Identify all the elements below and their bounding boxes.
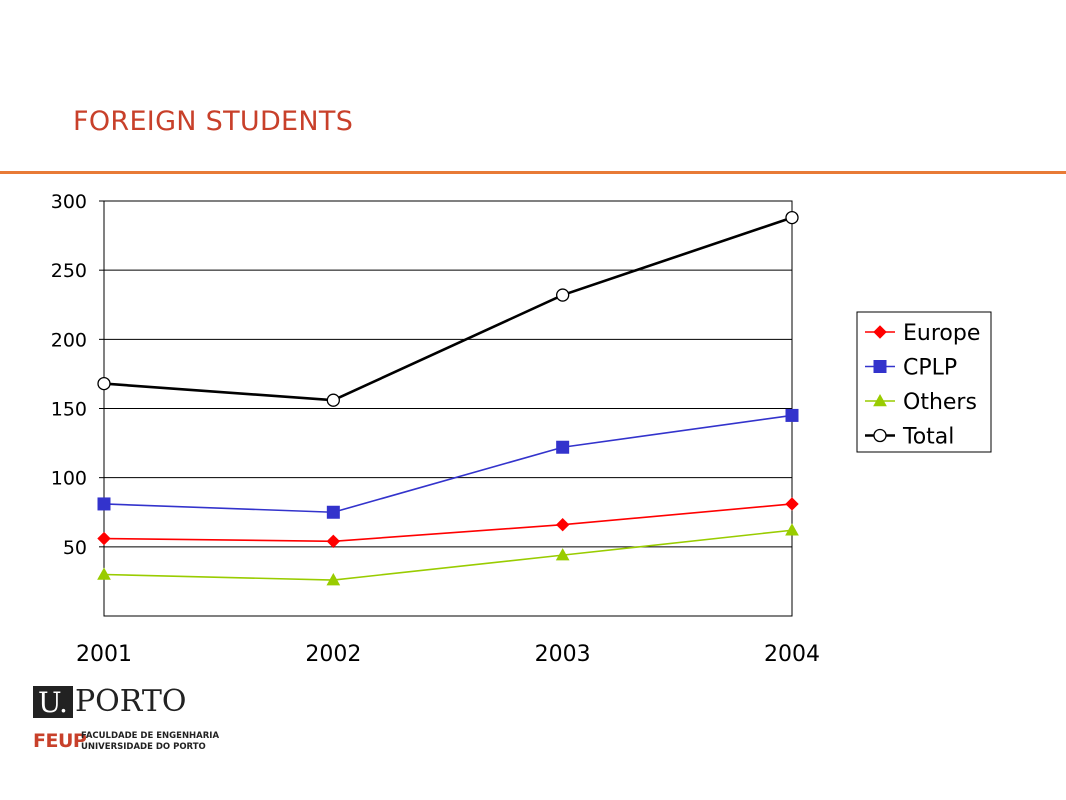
- legend-label-cplp: CPLP: [903, 356, 957, 381]
- series-line-cplp: [103, 414, 793, 514]
- legend-label-total: Total: [902, 425, 954, 450]
- x-tick-label: 2003: [535, 642, 591, 667]
- data-point-europe: [97, 531, 111, 546]
- data-point-others: [785, 523, 799, 536]
- x-tick-label: 2004: [764, 642, 820, 667]
- series-line-europe: [103, 503, 793, 543]
- data-point-others: [326, 573, 341, 586]
- page-title: FOREIGN STUDENTS: [73, 106, 354, 137]
- data-point-total: [785, 210, 799, 225]
- series-europe: [97, 497, 799, 549]
- y-tick-label: 150: [51, 399, 87, 421]
- feup-faculty-line1: FACULDADE DE ENGENHARIA: [81, 731, 220, 741]
- data-point-cplp: [326, 505, 340, 519]
- y-tick-label: 250: [51, 260, 87, 282]
- legend: Europe CPLP Others Total: [856, 311, 992, 453]
- data-point-cplp: [97, 497, 111, 511]
- y-tick-label: 200: [51, 329, 87, 351]
- data-point-others: [97, 567, 111, 580]
- legend-marker-europe: [873, 325, 887, 339]
- series-cplp: [97, 408, 799, 519]
- data-point-europe: [326, 534, 341, 549]
- data-point-total: [326, 393, 340, 407]
- legend-label-europe: Europe: [903, 321, 980, 346]
- y-tick-label: 100: [51, 468, 87, 490]
- x-tick-label: 2001: [76, 642, 132, 667]
- legend-marker-total: [873, 428, 887, 443]
- series-others: [97, 523, 799, 586]
- uporto-u-mark: U.: [33, 686, 73, 719]
- data-point-cplp: [556, 440, 570, 454]
- legend-marker-cplp: [873, 360, 887, 373]
- y-tick-label: 50: [63, 537, 87, 559]
- series-line-total: [103, 216, 793, 402]
- data-point-others: [555, 548, 570, 561]
- feup-faculty-name: FACULDADE DE ENGENHARIA UNIVERSIDADE DO …: [81, 731, 219, 753]
- data-point-europe: [785, 497, 799, 511]
- title-divider: [0, 171, 1066, 174]
- feup-faculty-line2: UNIVERSIDADE DO PORTO: [81, 742, 206, 752]
- series-line-others: [103, 529, 793, 581]
- legend-label-others: Others: [903, 390, 977, 415]
- data-point-europe: [555, 517, 570, 532]
- x-tick-label: 2002: [305, 642, 361, 667]
- plot-area: [99, 200, 793, 617]
- feup-logo: FEUP: [33, 730, 87, 752]
- series-total: [97, 210, 799, 407]
- data-point-total: [556, 288, 570, 302]
- data-point-cplp: [785, 408, 799, 422]
- y-tick-label: 300: [51, 191, 87, 213]
- data-point-total: [97, 376, 111, 391]
- uporto-wordmark: PORTO: [75, 684, 187, 719]
- legend-marker-others: [873, 393, 887, 407]
